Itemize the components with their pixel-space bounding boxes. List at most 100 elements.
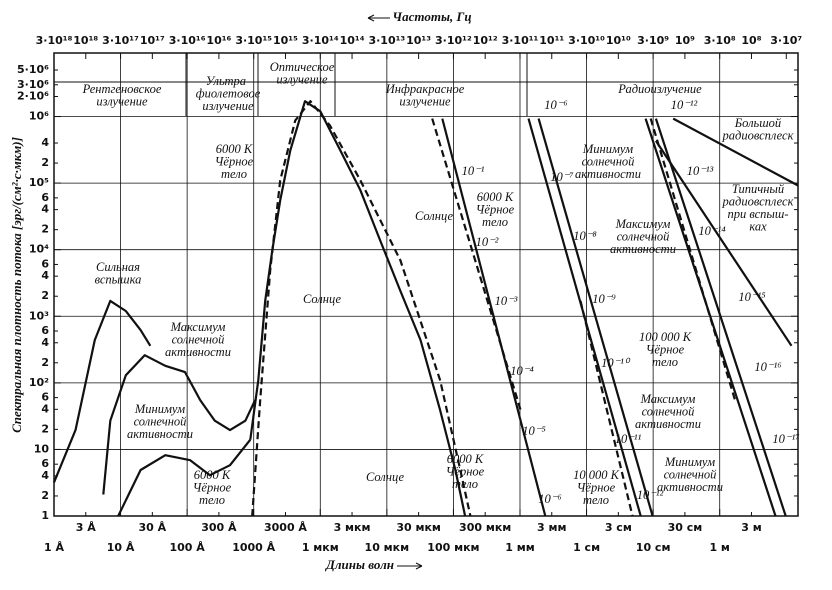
x-tick-label: 1 см — [573, 541, 600, 554]
x-tick-label: 1000 Å — [232, 541, 275, 554]
y-tick-label: 6 — [41, 257, 49, 270]
x2-tick-label: 3·10¹⁸ — [36, 34, 73, 47]
spectrum-line — [537, 118, 654, 517]
annotation: Оптическое — [270, 60, 335, 74]
annotation: 10⁻¹⁰ — [601, 356, 631, 370]
annotation: тело — [652, 355, 678, 369]
annotation: Чёрное — [446, 464, 485, 478]
annotation: 10⁻¹⁶ — [754, 360, 781, 374]
annotation: радиовсплеск — [722, 128, 794, 142]
x-tick-label: 300 Å — [201, 521, 237, 534]
annotation: Типичный — [732, 182, 785, 196]
x2-tick-label: 3·10¹³ — [368, 34, 405, 47]
annotation: Максимум — [615, 217, 671, 231]
annotation: 10 000 К — [573, 468, 620, 482]
x-tick-label: 30 см — [668, 521, 703, 534]
x-tick-label: 100 Å — [169, 541, 205, 554]
x2-tick-label: 3·10¹⁰ — [568, 34, 605, 47]
annotation: активности — [657, 480, 723, 494]
x-tick-label: 3000 Å — [264, 521, 307, 534]
y-tick-label: 5·10⁶ — [17, 63, 49, 76]
spectrum-line — [52, 299, 152, 483]
annotation: 10⁻³ — [495, 294, 518, 308]
x-tick-label: 1 мм — [505, 541, 534, 554]
spectrum-line — [251, 100, 472, 517]
annotation: активности — [575, 167, 641, 181]
spectrum-line — [649, 118, 737, 401]
spectrum-line — [249, 100, 467, 517]
annotation: Минимум — [664, 455, 715, 469]
annotation: солнечной — [617, 229, 671, 243]
annotation: активности — [127, 427, 193, 441]
x-tick-label: 3 мкм — [334, 521, 371, 534]
x2-tick-label: 3·10¹⁷ — [102, 34, 139, 47]
spectrum-line — [644, 118, 777, 517]
x-tick-label: 3 см — [605, 521, 632, 534]
y-tick-label: 10⁴ — [29, 243, 49, 256]
y-tick-label: 2 — [41, 156, 49, 169]
y-tick-label: 6 — [41, 457, 49, 470]
x2-tick-label: 3·10⁷ — [770, 34, 802, 47]
annotation: 100 000 К — [639, 330, 692, 344]
annotation: излучение — [276, 72, 328, 86]
x-tick-label: 3 Å — [76, 521, 96, 534]
x-tick-label: 100 мкм — [427, 541, 479, 554]
annotation: активности — [635, 417, 701, 431]
x2-tick-label: 3·10¹⁴ — [302, 34, 339, 47]
y-tick-label: 4 — [41, 336, 49, 349]
annotation: солнечной — [582, 154, 636, 168]
x-tick-label: 300 мкм — [459, 521, 511, 534]
x2-tick-label: 10⁹ — [675, 34, 695, 47]
annotation: солнечной — [642, 404, 696, 418]
x-tick-label: 1 мкм — [302, 541, 339, 554]
x2-tick-label: 10¹⁸ — [73, 34, 98, 47]
annotation: Чёрное — [577, 480, 616, 494]
spectrum-line — [672, 117, 799, 187]
annotation: Солнце — [415, 209, 454, 223]
spectrum-line — [654, 118, 787, 517]
x-tick-label: 3 мм — [537, 521, 566, 534]
annotation: Солнце — [303, 292, 342, 306]
x-tick-label: 30 Å — [139, 521, 167, 534]
x-tick-label: 1 Å — [44, 541, 64, 554]
annotation: тело — [452, 477, 478, 491]
y-tick-label: 4 — [41, 269, 49, 282]
annotation: 10⁻¹³ — [687, 164, 714, 178]
annotation: 10⁻⁵ — [522, 424, 546, 438]
annotation: 10⁻¹¹ — [615, 432, 642, 446]
x2-axis-title: Частоты, Гц — [392, 9, 471, 24]
x-tick-label: 10 Å — [107, 541, 135, 554]
annotation: Минимум — [134, 402, 185, 416]
annotation: 10⁻¹ — [462, 164, 485, 178]
y-tick-label: 2 — [41, 356, 49, 369]
annotation: 10⁻² — [476, 235, 499, 249]
annotation: Рентгеновское — [82, 82, 162, 96]
annotation: фиолетовое — [196, 86, 261, 100]
spectrum-line — [431, 118, 522, 411]
region-dividers — [54, 53, 798, 116]
annotation: Чёрное — [193, 480, 232, 494]
x2-tick-label: 3·10¹¹ — [502, 34, 539, 47]
annotation: излучение — [399, 94, 451, 108]
annotation: 10⁻⁷ — [550, 170, 573, 184]
annotation: солнечной — [172, 332, 226, 346]
y-tick-label: 2 — [41, 489, 49, 502]
y-tick-label: 2 — [41, 289, 49, 302]
y-tick-label: 3·10⁶ — [17, 78, 49, 91]
annotation: Максимум — [640, 392, 696, 406]
spectrum-line — [117, 439, 252, 517]
annotation: 6000 К — [477, 190, 514, 204]
annotation: тело — [221, 167, 247, 181]
annotation: 10⁻⁶ — [538, 492, 561, 506]
annotation: Радиоизлучение — [617, 82, 702, 96]
annotation: Минимум — [582, 142, 633, 156]
annotation: тело — [583, 493, 609, 507]
y-tick-label: 2 — [41, 422, 49, 435]
annotation: Чёрное — [215, 154, 254, 168]
annotation: вспышка — [95, 272, 142, 286]
annotation: ках — [749, 219, 767, 233]
annotation: 10⁻¹⁷ — [772, 432, 799, 446]
x-tick-label: 3 м — [741, 521, 761, 534]
y-tick-label: 1 — [41, 509, 49, 522]
x-axis-title: Длины волн — [325, 557, 394, 572]
